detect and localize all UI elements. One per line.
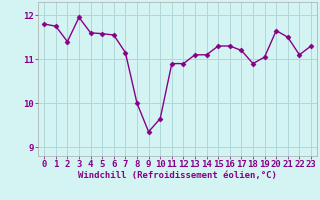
X-axis label: Windchill (Refroidissement éolien,°C): Windchill (Refroidissement éolien,°C) bbox=[78, 171, 277, 180]
